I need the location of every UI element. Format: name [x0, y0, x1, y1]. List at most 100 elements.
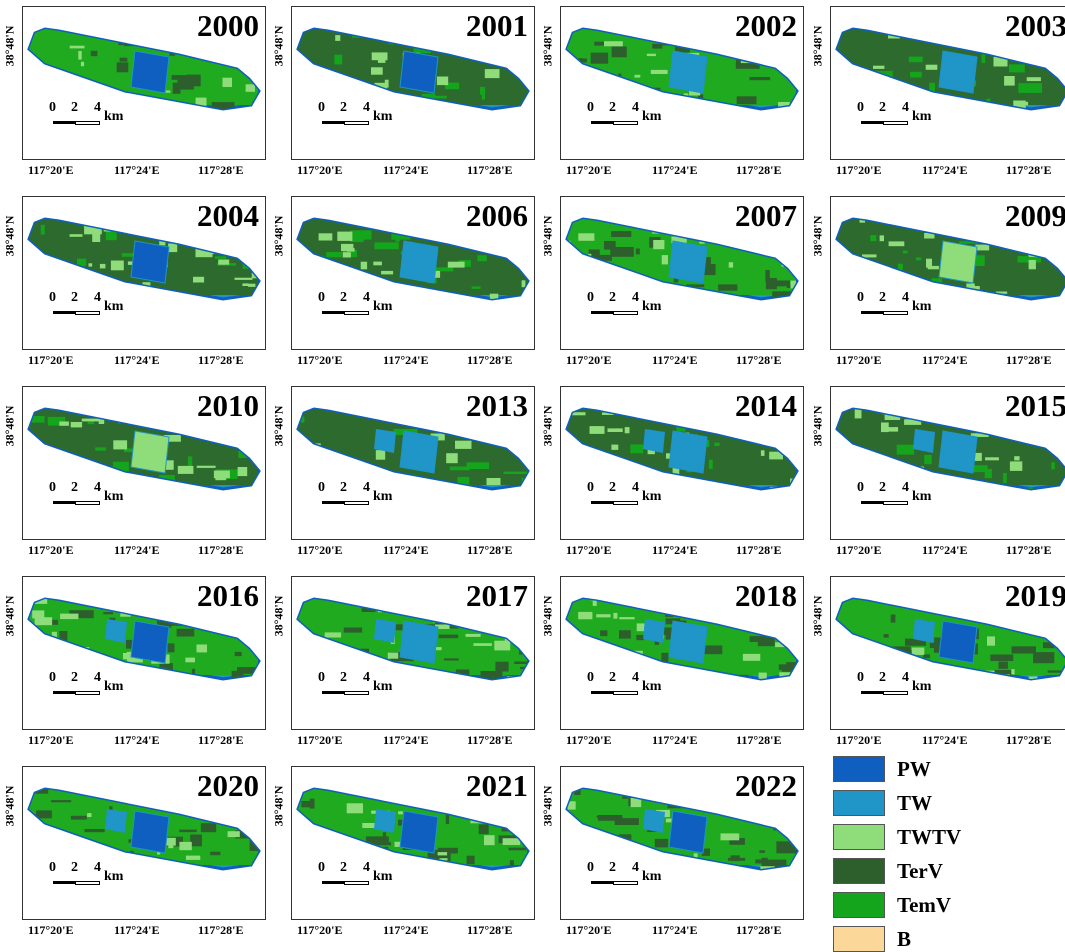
landcover-patch: [178, 79, 194, 89]
landcover-patch: [84, 829, 104, 832]
legend-item-pw: PW: [833, 756, 1053, 782]
landcover-patch: [841, 455, 847, 461]
landcover-patch: [920, 32, 924, 36]
landcover-patch: [338, 659, 356, 671]
landcover-patch: [1036, 234, 1057, 243]
scale-segment: [344, 881, 369, 885]
landcover-patch: [193, 277, 204, 283]
landcover-patch: [578, 612, 592, 619]
landcover-patch: [591, 53, 608, 64]
landcover-patch: [212, 241, 231, 244]
landcover-patch: [485, 69, 500, 78]
water-block: [400, 241, 438, 283]
latitude-label: 38°48'N: [540, 206, 556, 266]
landcover-patch: [510, 812, 523, 818]
scale-tick-label: 4: [363, 290, 370, 306]
landcover-patch: [89, 263, 93, 266]
scale-tick-label: 4: [902, 480, 909, 496]
longitude-label: 117°28'E: [1006, 543, 1051, 558]
landcover-patch: [109, 30, 119, 35]
latitude-label: 38°48'N: [540, 586, 556, 646]
landcover-patch: [153, 290, 162, 292]
landcover-patch: [653, 240, 664, 249]
landcover-patch: [862, 83, 874, 92]
scale-segment: [53, 691, 75, 694]
landcover-patch: [518, 820, 530, 825]
landcover-patch: [203, 678, 212, 681]
longitude-label: 117°24'E: [383, 733, 428, 748]
scale-tick-label: 2: [71, 100, 78, 116]
landcover-patch: [93, 411, 109, 415]
longitude-label: 117°20'E: [836, 353, 881, 368]
latitude-text: 38°48'N: [811, 26, 826, 67]
landcover-patch: [361, 262, 367, 270]
landcover-patch: [77, 849, 88, 855]
year-label: 2006: [466, 199, 528, 233]
legend-item-b: B: [833, 926, 1053, 952]
longitude-label: 117°24'E: [114, 733, 159, 748]
landcover-patch: [969, 106, 975, 112]
longitude-label: 117°20'E: [836, 733, 881, 748]
longitude-label: 117°20'E: [297, 163, 342, 178]
year-label: 2019: [1005, 579, 1065, 613]
scale-segment: [883, 121, 908, 125]
landcover-patch: [757, 49, 765, 60]
longitude-label: 117°28'E: [736, 353, 781, 368]
scale-unit: km: [104, 679, 123, 695]
scale-unit: km: [373, 679, 392, 695]
scale-segment: [613, 691, 638, 695]
landcover-patch: [176, 596, 196, 604]
landcover-patch: [761, 438, 777, 442]
landcover-patch: [149, 669, 161, 675]
longitude-label: 117°20'E: [566, 543, 611, 558]
landcover-patch: [730, 420, 735, 426]
landcover-patch: [481, 671, 503, 682]
scale-tick-label: 2: [340, 480, 347, 496]
landcover-patch: [315, 70, 328, 72]
longitude-label: 117°24'E: [383, 543, 428, 558]
landcover-patch: [186, 856, 200, 860]
landcover-patch: [959, 224, 978, 233]
landcover-patch: [1011, 669, 1014, 674]
landcover-patch: [587, 82, 594, 85]
landcover-patch: [793, 484, 803, 487]
longitude-label: 117°20'E: [836, 543, 881, 558]
scale-segment: [883, 501, 908, 505]
scale-unit: km: [373, 869, 392, 885]
latitude-label: 38°48'N: [810, 396, 826, 456]
latitude-label: 38°48'N: [2, 776, 18, 836]
latitude-label: 38°48'N: [810, 586, 826, 646]
landcover-patch: [1033, 652, 1054, 663]
landcover-patch: [428, 295, 439, 298]
landcover-patch: [43, 662, 59, 669]
landcover-patch: [215, 256, 226, 259]
landcover-patch: [210, 852, 220, 856]
longitude-label: 117°20'E: [566, 353, 611, 368]
landcover-patch: [223, 78, 233, 87]
landcover-patch: [755, 619, 766, 623]
landcover-patch: [246, 84, 255, 92]
landcover-patch: [347, 248, 355, 252]
year-label: 2016: [197, 579, 259, 613]
landcover-patch: [357, 466, 370, 470]
landcover-patch: [990, 655, 1013, 662]
scale-segment: [883, 311, 908, 315]
landcover-patch: [937, 408, 954, 413]
landcover-patch: [334, 55, 342, 65]
scale-segment: [613, 501, 638, 505]
latitude-label: 38°48'N: [271, 396, 287, 456]
longitude-label: 117°20'E: [836, 163, 881, 178]
landcover-patch: [166, 407, 173, 417]
latitude-text: 38°48'N: [272, 26, 287, 67]
landcover-patch: [205, 436, 213, 439]
water-block: [669, 51, 707, 93]
water-block: [105, 619, 127, 643]
